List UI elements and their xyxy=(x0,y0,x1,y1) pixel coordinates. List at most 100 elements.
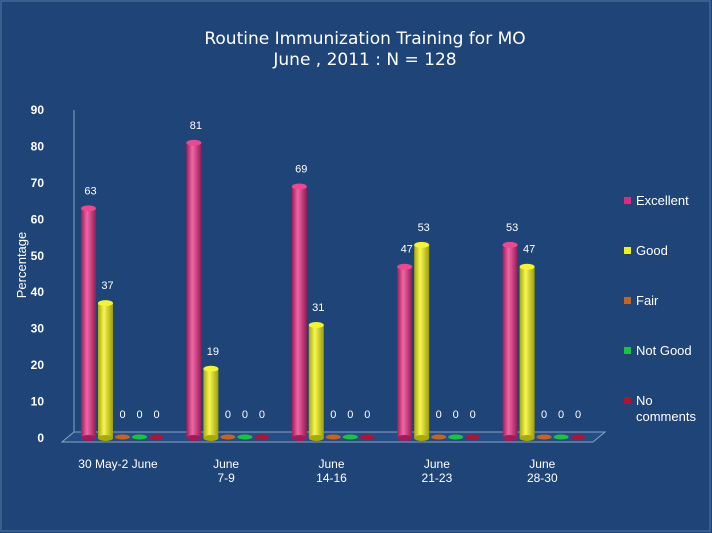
bar-top xyxy=(397,263,413,270)
bar-zero-fair xyxy=(115,434,130,440)
data-label: 0 xyxy=(330,409,336,421)
bar-zero-not-good xyxy=(553,434,569,440)
x-tick-label: 30 May-2 June xyxy=(78,457,158,471)
bar-zero-no-comments xyxy=(359,434,375,440)
bar-bottom xyxy=(291,435,307,441)
data-label: 0 xyxy=(225,409,231,421)
bar-bottom xyxy=(98,435,113,441)
bar-top xyxy=(519,263,535,270)
bar-excellent xyxy=(502,244,518,438)
x-tick-label: 14-16 xyxy=(316,471,347,485)
bar-excellent xyxy=(397,266,413,438)
data-label: 53 xyxy=(506,222,518,234)
bar-top xyxy=(98,300,113,307)
data-label: 0 xyxy=(558,409,564,421)
data-label: 31 xyxy=(312,302,324,314)
legend-label: Excellent xyxy=(636,193,689,208)
bar-bottom xyxy=(81,435,96,441)
y-tick-label: 90 xyxy=(31,103,45,117)
data-label: 0 xyxy=(242,409,248,421)
y-tick-label: 10 xyxy=(31,395,45,409)
y-tick-label: 80 xyxy=(31,139,45,153)
bar-top xyxy=(414,241,430,248)
data-label: 47 xyxy=(523,244,535,256)
y-tick-label: 70 xyxy=(31,176,45,190)
legend-swatch-excellent xyxy=(624,197,631,204)
data-label: 0 xyxy=(259,409,265,421)
data-label: 0 xyxy=(436,409,442,421)
x-tick-label: 21-23 xyxy=(422,471,453,485)
bar-bottom xyxy=(519,435,535,441)
bar-zero-no-comments xyxy=(570,434,586,440)
x-tick-label: June xyxy=(213,457,239,471)
x-tick-label: June xyxy=(424,457,450,471)
legend-label: comments xyxy=(636,409,696,424)
data-label: 0 xyxy=(136,409,142,421)
bar-top xyxy=(186,139,202,146)
bar-excellent xyxy=(186,142,202,439)
data-label: 19 xyxy=(207,346,219,358)
bar-bottom xyxy=(308,435,324,441)
bar-top xyxy=(81,205,96,212)
data-label: 0 xyxy=(470,409,476,421)
chart-title: Routine Immunization Training for MO xyxy=(204,29,525,49)
data-label: 0 xyxy=(453,409,459,421)
data-label: 0 xyxy=(364,409,370,421)
bar-zero-no-comments xyxy=(254,434,270,440)
bar-bottom xyxy=(203,435,219,441)
bar-zero-not-good xyxy=(342,434,358,440)
bar-bottom xyxy=(502,435,518,441)
data-label: 63 xyxy=(84,185,96,197)
bar-zero-fair xyxy=(325,434,341,440)
data-label: 0 xyxy=(541,409,547,421)
data-label: 0 xyxy=(347,409,353,421)
bar-good xyxy=(98,303,113,438)
bar-excellent xyxy=(81,208,96,438)
x-tick-label: June xyxy=(318,457,344,471)
data-label: 53 xyxy=(418,222,430,234)
bar-top xyxy=(291,183,307,190)
y-tick-label: 30 xyxy=(31,322,45,336)
y-tick-label: 40 xyxy=(31,285,45,299)
bar-zero-fair xyxy=(431,434,447,440)
chart-subtitle: June , 2011 : N = 128 xyxy=(272,50,456,70)
bar-good xyxy=(519,266,535,438)
data-label: 0 xyxy=(153,409,159,421)
bar-bottom xyxy=(186,435,202,441)
y-tick-label: 50 xyxy=(31,249,45,263)
data-label: 47 xyxy=(401,244,413,256)
legend-label: Not Good xyxy=(636,343,692,358)
bar-bottom xyxy=(414,435,430,441)
x-tick-label: 28-30 xyxy=(527,471,558,485)
bar-good xyxy=(308,325,324,438)
data-label: 81 xyxy=(190,120,202,132)
legend-label: Good xyxy=(636,243,668,258)
bar-zero-fair xyxy=(220,434,236,440)
y-tick-label: 0 xyxy=(37,431,44,445)
bar-top xyxy=(502,241,518,248)
bar-zero-not-good xyxy=(448,434,464,440)
legend-swatch-fair xyxy=(624,297,631,304)
bar-bottom xyxy=(397,435,413,441)
bar-good xyxy=(414,244,430,438)
legend-swatch-no-comments xyxy=(624,397,631,404)
bar-excellent xyxy=(291,186,307,438)
legend-swatch-not-good xyxy=(624,347,631,354)
bar-zero-not-good xyxy=(237,434,253,440)
data-label: 0 xyxy=(119,409,125,421)
legend-label: Fair xyxy=(636,293,659,308)
y-axis-title: Percentage xyxy=(14,232,29,299)
data-label: 69 xyxy=(295,164,307,176)
y-tick-label: 20 xyxy=(31,358,45,372)
data-label: 37 xyxy=(101,280,113,292)
x-tick-label: 7-9 xyxy=(217,471,235,485)
bar-top xyxy=(308,322,324,329)
bar-zero-no-comments xyxy=(465,434,481,440)
data-label: 0 xyxy=(575,409,581,421)
legend-label: No xyxy=(636,393,653,408)
bar-good xyxy=(203,368,219,438)
